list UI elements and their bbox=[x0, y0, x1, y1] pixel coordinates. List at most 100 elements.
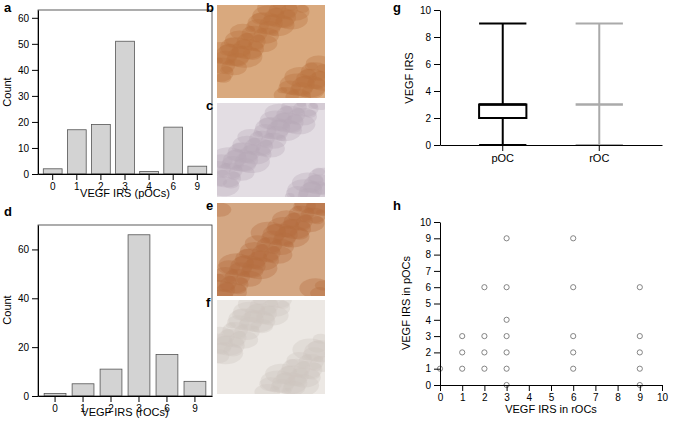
tick-label: 2 bbox=[482, 392, 488, 403]
tick-mark bbox=[32, 122, 38, 123]
tick-label: 4 bbox=[527, 392, 533, 403]
boxes bbox=[479, 24, 623, 146]
figure: 01020304050600123469CountVEGF IRS (pOCs)… bbox=[0, 0, 685, 421]
tick-mark bbox=[440, 385, 441, 391]
panel: 012345678910012345678910VEGF IRS in pOCs… bbox=[393, 198, 668, 415]
tick-mark bbox=[32, 148, 38, 149]
tick-mark bbox=[76, 174, 77, 180]
axis: 0246810 bbox=[420, 5, 441, 151]
panel-label: g bbox=[393, 0, 401, 15]
tick-mark bbox=[52, 174, 53, 180]
plot-frame bbox=[38, 225, 212, 396]
tick-label: 6 bbox=[425, 59, 431, 70]
tick-label: 1 bbox=[425, 363, 431, 374]
tissue-texture bbox=[265, 104, 294, 122]
point bbox=[482, 350, 487, 355]
point bbox=[637, 285, 642, 290]
micrograph bbox=[205, 96, 337, 203]
y-axis-title: Count bbox=[1, 295, 13, 324]
axis: 012345678910 bbox=[420, 217, 441, 391]
panel: 0246810pOCrOCVEGF IRSg bbox=[393, 0, 663, 164]
panel-label: e bbox=[206, 198, 213, 213]
bar bbox=[72, 384, 94, 396]
tick-mark bbox=[434, 304, 440, 305]
point bbox=[571, 350, 576, 355]
tissue-texture bbox=[312, 168, 325, 176]
tissue-texture bbox=[217, 203, 231, 217]
tick: 60 bbox=[18, 244, 38, 255]
tick-label: 4 bbox=[425, 86, 431, 97]
point bbox=[571, 236, 576, 241]
tick: 10 bbox=[657, 385, 669, 403]
tick: 9 bbox=[638, 385, 644, 403]
tick-label: 9 bbox=[195, 181, 201, 192]
tick: 7 bbox=[425, 266, 440, 277]
point bbox=[504, 317, 509, 322]
tick-mark bbox=[55, 396, 56, 402]
tick: 2 bbox=[482, 385, 488, 403]
point bbox=[571, 366, 576, 371]
tissue-texture bbox=[277, 87, 287, 93]
panel: c bbox=[205, 96, 337, 203]
whisker bbox=[598, 24, 600, 105]
tissue-texture bbox=[217, 274, 224, 282]
tick: rOC bbox=[589, 145, 609, 164]
tick: 3 bbox=[425, 331, 440, 342]
tick-mark bbox=[662, 385, 663, 391]
box bbox=[576, 104, 623, 106]
point bbox=[571, 334, 576, 339]
tissue-texture bbox=[292, 206, 302, 212]
median bbox=[576, 103, 623, 106]
tick-mark bbox=[434, 385, 440, 386]
tick: 10 bbox=[420, 5, 440, 16]
tick-label: 8 bbox=[425, 249, 431, 260]
median bbox=[479, 103, 526, 106]
tick-label: 7 bbox=[593, 392, 599, 403]
tick-label: 0 bbox=[23, 391, 29, 402]
panel: 0204060012369CountVEGF IRS (rOCs)d bbox=[1, 204, 213, 418]
tissue-texture bbox=[238, 300, 267, 313]
point bbox=[637, 334, 642, 339]
whisker bbox=[502, 24, 504, 105]
tick: 10 bbox=[420, 217, 440, 228]
point bbox=[504, 285, 509, 290]
tick-mark bbox=[83, 396, 84, 402]
point bbox=[460, 334, 465, 339]
x-axis-title: VEGF IRS (rOCs) bbox=[81, 406, 168, 418]
tick-mark bbox=[529, 385, 530, 391]
tick: 0 bbox=[52, 396, 58, 414]
plot-frame bbox=[38, 10, 212, 174]
tick: 3 bbox=[504, 385, 510, 403]
tick-mark bbox=[434, 271, 440, 272]
tick-label: 60 bbox=[18, 13, 30, 24]
tick-label: 3 bbox=[504, 392, 510, 403]
tick-label: 9 bbox=[638, 392, 644, 403]
tissue-texture bbox=[305, 62, 318, 70]
y-axis-title: VEGF IRS bbox=[403, 52, 415, 103]
tick-label: 0 bbox=[23, 169, 29, 180]
tick: 6 bbox=[170, 174, 176, 192]
panel-label: c bbox=[206, 98, 213, 113]
tick-mark bbox=[166, 396, 167, 402]
tick-mark bbox=[640, 385, 641, 391]
axis: 012345678910 bbox=[438, 385, 669, 403]
tick-mark bbox=[573, 385, 574, 391]
tick: 40 bbox=[18, 293, 38, 304]
tick-label: 5 bbox=[549, 392, 555, 403]
tick: 20 bbox=[18, 117, 38, 128]
x-axis-title: VEGF IRS (pOCs) bbox=[80, 187, 170, 199]
y-axis-title: VEGF IRS in pOCs bbox=[400, 255, 412, 350]
axis: pOC rOC bbox=[441, 145, 663, 164]
tick-mark bbox=[434, 10, 440, 11]
bar bbox=[43, 169, 62, 174]
tick-label: 60 bbox=[18, 244, 30, 255]
axis-line bbox=[440, 223, 441, 386]
x-axis-title: VEGF IRS in rOCs bbox=[505, 403, 597, 415]
tick-label: pOC bbox=[491, 152, 514, 164]
tick-label: 8 bbox=[615, 392, 621, 403]
tick-mark bbox=[32, 298, 38, 299]
whisker-cap bbox=[479, 23, 526, 25]
tick-mark bbox=[434, 145, 440, 146]
tick-label: 5 bbox=[425, 298, 431, 309]
tick-label: 0 bbox=[425, 380, 431, 391]
